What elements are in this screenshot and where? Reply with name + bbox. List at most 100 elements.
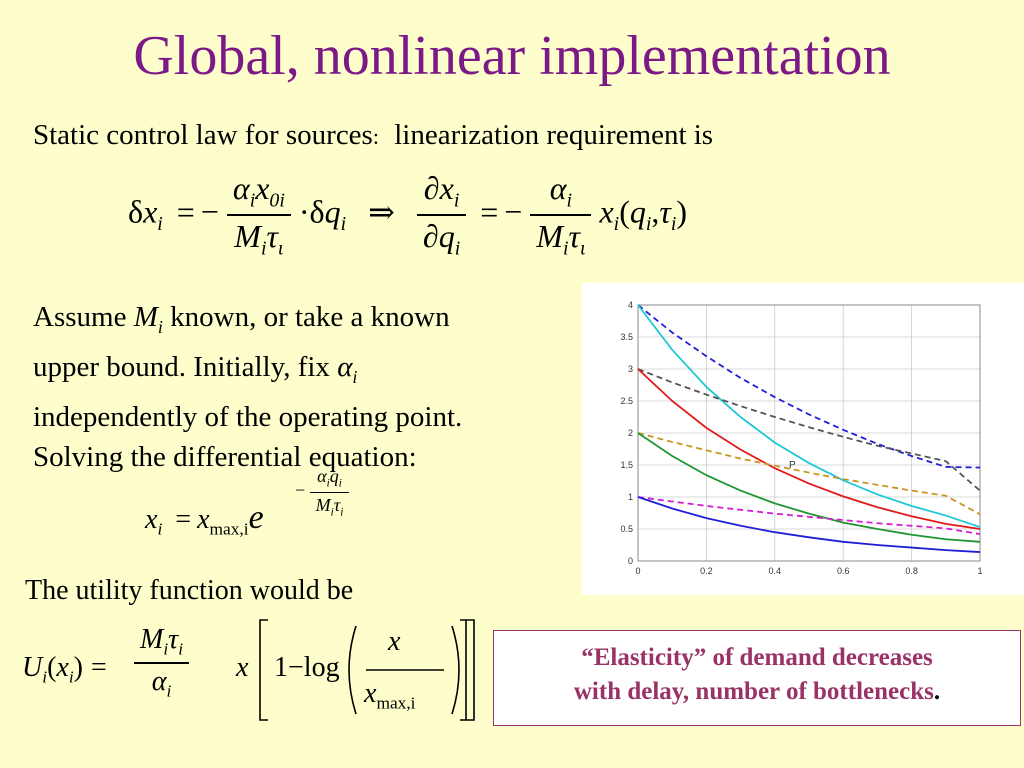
series-line-3	[637, 368, 981, 492]
slide-title: Global, nonlinear implementation	[133, 25, 891, 87]
eq3-M-sub: i	[163, 639, 169, 659]
eq2-x: x	[145, 504, 158, 535]
series-line-8	[637, 496, 981, 553]
para-alpha-sub: i	[352, 366, 358, 387]
eq1-tau-rhs-sub: i	[670, 213, 677, 236]
x-tick-label: 0	[635, 566, 640, 576]
para-line-3: independently of the operating point.	[33, 400, 463, 433]
eq3-x-num: x	[388, 626, 401, 657]
eq3-U: U	[22, 652, 43, 683]
para-line-4: Solving the differential equation:	[33, 440, 417, 473]
eq2-exp-M-sub: i	[330, 506, 334, 519]
eq1-M: M	[234, 218, 261, 255]
eq3-xmax: x	[364, 678, 377, 709]
eq1-fraction-2: ∂xi ∂qi	[416, 170, 467, 261]
subtitle-left: Static control law for sources	[33, 119, 373, 151]
eq2-equals: =	[175, 504, 192, 535]
subtitle-colon: :	[372, 124, 379, 149]
eq3-alpha: α	[151, 665, 167, 697]
demand-curves-chart: 0 0.2 0.4 0.6 0.8 1 0 0.5 1 1.5 2 2.5 3 3.5 4 P	[582, 283, 1024, 595]
eq3-tau: τ	[168, 624, 179, 655]
eq1-tau-sub: ι	[277, 237, 284, 260]
series-line-1	[637, 304, 981, 469]
y-tick-label: 0	[628, 556, 633, 566]
eq2-xmax: x	[197, 504, 210, 535]
eq3-brackets	[259, 619, 475, 721]
series-line-6	[637, 432, 981, 543]
eq1-partial-top: ∂	[423, 170, 440, 206]
eq3-equals: =	[90, 652, 107, 683]
eq2-exp-alpha-sub: i	[326, 477, 330, 490]
eq3-xmax-den: xmax,i	[364, 678, 416, 714]
para-M-sub: i	[157, 316, 163, 337]
y-tick-label: 3	[628, 364, 633, 374]
eq1-fraction-3: αi Miτι	[530, 170, 592, 261]
eq2-exponent: − αiqi Miτi	[295, 466, 350, 519]
callout-line-2: with delay, number of bottlenecks	[573, 677, 934, 705]
eq2-xmax-sub: max,i	[209, 519, 249, 539]
assumption-paragraph: Assume Mi known, or take a known upper b…	[33, 297, 462, 477]
series-line-7	[637, 496, 981, 536]
eq2-exp-tau-sub: i	[340, 506, 344, 519]
eq1-tau-2-sub: ι	[579, 237, 586, 260]
subtitle-right: linearization requirement is	[394, 119, 714, 151]
eq3-log: log	[303, 652, 340, 683]
eq1-dx: x	[439, 170, 454, 206]
eq1-partial-bottom: ∂	[422, 218, 439, 255]
eq1-minus-2: −	[504, 193, 523, 230]
eq3-xmax-sub: max,i	[376, 693, 416, 713]
para-alpha: α	[337, 350, 353, 383]
y-tick-label: 0.5	[620, 524, 633, 534]
y-tick-label: 3.5	[620, 332, 633, 342]
eq1-x0-sub: 0i	[269, 189, 285, 212]
x-tick-label: 0.8	[905, 566, 918, 576]
eq2-exp-fraction: αiqi Miτi	[309, 466, 350, 519]
series-line-5	[637, 432, 981, 516]
para-line-1: Assume Mi known, or take a known	[33, 297, 462, 347]
para-l1-b: known, or take a known	[162, 301, 450, 333]
eq3-one-minus: 1−	[274, 652, 304, 683]
eq2-exp-q: q	[329, 466, 339, 486]
eq2-x-sub: i	[157, 519, 163, 539]
y-tick-label: 2.5	[620, 396, 633, 406]
eq2-exp-q-sub: i	[338, 477, 342, 490]
eq3-x-mult: x	[236, 652, 249, 683]
y-tick-label: 1	[628, 492, 633, 502]
eq1-q-rhs-sub: i	[645, 213, 652, 236]
eq1-x-sub: i	[157, 213, 163, 236]
eq1-dq-sub: i	[454, 237, 461, 260]
chart-svg: 0 0.2 0.4 0.6 0.8 1 0 0.5 1 1.5 2 2.5 3 3.5 4 P	[620, 300, 982, 576]
eq1-alpha-sub: i	[249, 189, 256, 212]
eq1-paren-open: (	[619, 193, 630, 230]
eq3-x: x	[56, 652, 69, 683]
eq1-q-sub: i	[340, 213, 347, 236]
eq3-tau-sub: i	[178, 639, 184, 659]
eq1-M-sub: i	[260, 237, 267, 260]
eq1-dx-sub: i	[453, 189, 460, 212]
eq1-M-2: M	[536, 218, 563, 255]
series-line-2	[637, 304, 981, 528]
eq2-exp-M: M	[315, 494, 331, 515]
eq3-M: M	[140, 624, 164, 655]
utility-equation: Ui(xi) = Miτi αi x 1−log x xmax,i	[22, 618, 475, 728]
eq1-alpha-2-sub: i	[566, 189, 573, 212]
eq2-exp-alpha: α	[317, 466, 327, 486]
eq3-paren-close: )	[73, 652, 83, 683]
para-line-2: upper bound. Initially, fix αi	[33, 347, 462, 397]
eq3-paren-open: (	[47, 652, 57, 683]
x-tick-label: 0.6	[837, 566, 850, 576]
x-tick-label: 1	[977, 566, 982, 576]
eq1-delta: δ	[128, 193, 144, 230]
utility-label: The utility function would be	[25, 575, 354, 606]
eq3-fraction: Miτi αi	[134, 624, 190, 701]
eq1-comma: ,	[651, 193, 660, 230]
eq2-exp-minus: −	[295, 480, 306, 501]
eq1-q-rhs: q	[629, 193, 646, 230]
callout-period: .	[933, 677, 941, 705]
eq1-alpha-2: α	[549, 170, 567, 206]
eq2-exp-tau: τ	[333, 494, 341, 515]
eq1-tau-2: τ	[568, 218, 580, 255]
eq3-one-minus-log: 1−log	[274, 652, 340, 684]
subtitle: Static control law for sources: lineariz…	[33, 119, 714, 152]
eq1-x-rhs-sub: i	[613, 213, 620, 236]
